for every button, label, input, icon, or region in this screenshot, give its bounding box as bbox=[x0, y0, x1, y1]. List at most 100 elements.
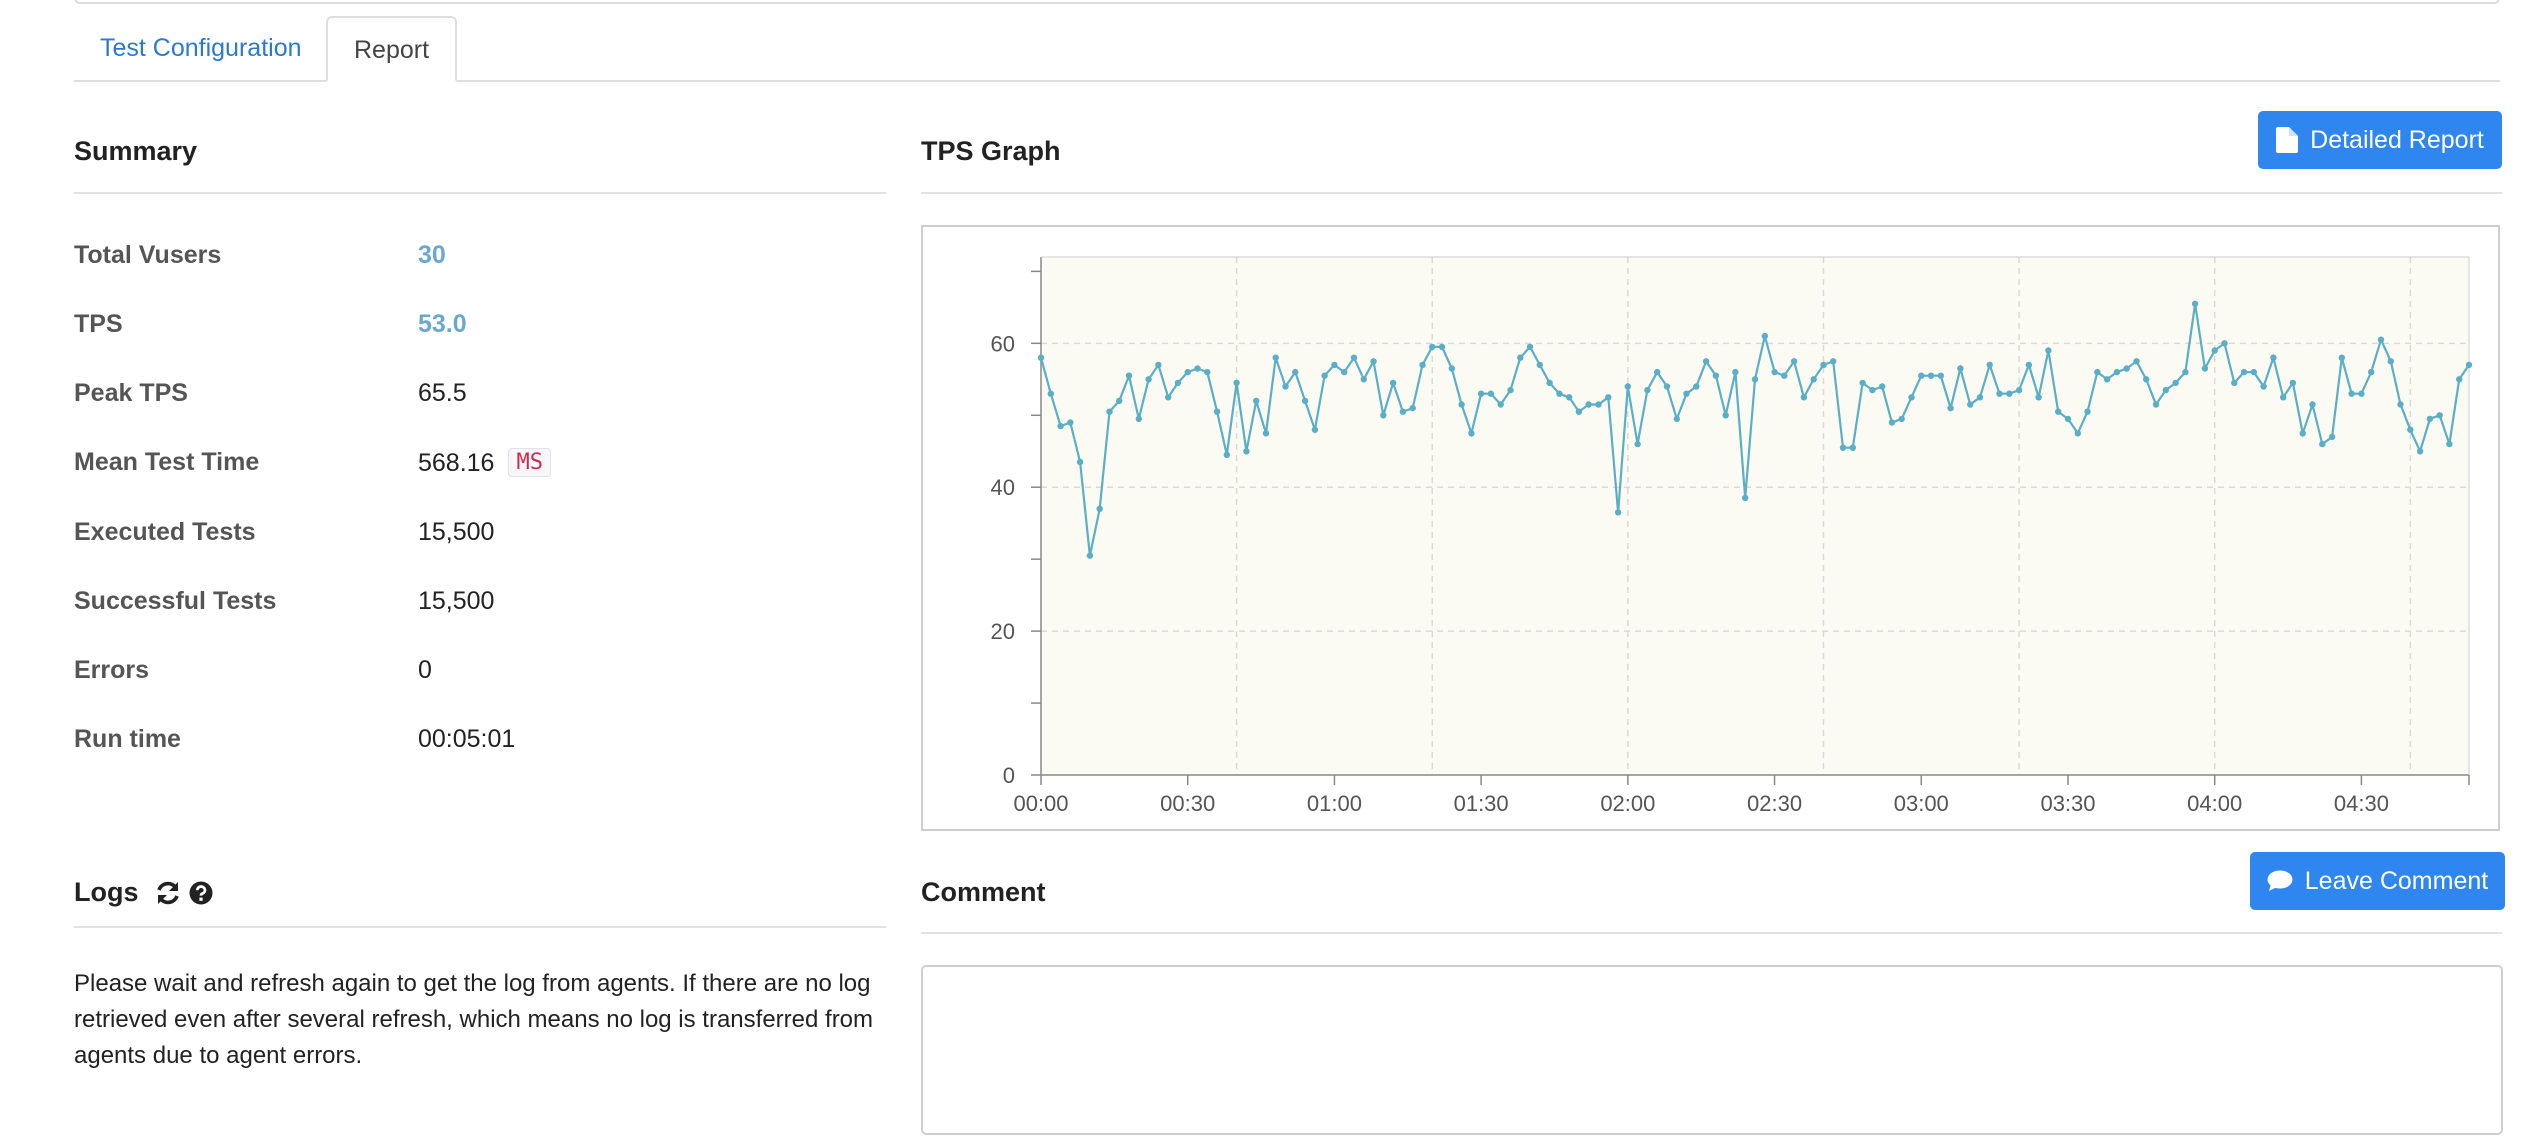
tps-data-point bbox=[1761, 332, 1768, 340]
tps-data-point bbox=[1888, 419, 1896, 426]
tps-data-point bbox=[1213, 408, 1221, 415]
tps-data-point bbox=[2133, 358, 2140, 365]
tps-data-point bbox=[1702, 358, 1710, 365]
tps-data-point bbox=[1869, 386, 1876, 394]
comment-textarea[interactable] bbox=[921, 965, 2503, 1135]
tab-test-configuration[interactable]: Test Configuration bbox=[100, 34, 302, 62]
successful-tests-value: 15,500 bbox=[418, 587, 495, 615]
tps-data-point bbox=[2221, 340, 2228, 347]
summary-label: TPS bbox=[74, 310, 123, 338]
tps-data-point bbox=[1429, 343, 1436, 351]
tps-data-point bbox=[1155, 361, 1162, 369]
tps-data-point bbox=[2191, 300, 2199, 307]
x-tick-label: 02:00 bbox=[1600, 791, 1655, 816]
tps-data-point bbox=[2035, 394, 2042, 401]
tps-data-point bbox=[1927, 372, 1935, 379]
peak-tps-value: 65.5 bbox=[418, 379, 467, 407]
tps-data-point bbox=[1996, 390, 2003, 397]
tps-data-point bbox=[1067, 419, 1074, 426]
tps-data-point bbox=[1468, 430, 1475, 437]
refresh-icon[interactable] bbox=[155, 880, 181, 906]
tps-data-point bbox=[1644, 386, 1651, 394]
tps-value[interactable]: 53.0 bbox=[418, 310, 467, 338]
leave-comment-button[interactable]: Leave Comment bbox=[2250, 852, 2505, 910]
tps-data-point bbox=[1116, 397, 1123, 405]
tps-data-point bbox=[1751, 376, 1759, 383]
tps-data-point bbox=[1781, 372, 1788, 379]
tps-data-point bbox=[2045, 347, 2052, 354]
tps-data-point bbox=[1859, 379, 1866, 387]
tps-data-point bbox=[2260, 383, 2267, 390]
tps-data-point bbox=[2172, 379, 2179, 387]
tps-data-point bbox=[1526, 343, 1534, 351]
tps-chart-svg: 0 20 40 60 00:00 00:30 01:00 01:30 02:00 02:30 03:… bbox=[991, 256, 2473, 816]
tps-data-point bbox=[1204, 368, 1211, 376]
tps-data-point bbox=[2465, 361, 2473, 369]
summary-divider bbox=[74, 192, 886, 194]
tps-data-point bbox=[2338, 354, 2345, 361]
comment-title: Comment bbox=[921, 877, 1046, 907]
tps-data-point bbox=[2456, 376, 2463, 383]
tps-data-point bbox=[1771, 368, 1778, 376]
tps-data-point bbox=[1634, 440, 1641, 448]
tps-data-point bbox=[1135, 415, 1142, 423]
tps-chart: 0 20 40 60 00:00 00:30 01:00 01:30 02:00 02:30 03:… bbox=[921, 225, 2500, 831]
tps-data-point bbox=[1233, 379, 1240, 387]
question-circle-icon[interactable] bbox=[189, 881, 213, 905]
tps-data-point bbox=[1096, 505, 1103, 512]
tps-data-point bbox=[2182, 368, 2189, 376]
tps-data-point bbox=[2055, 408, 2062, 415]
summary-label: Total Vusers bbox=[74, 241, 222, 269]
tps-data-point bbox=[1546, 379, 1553, 387]
tps-data-point bbox=[2025, 361, 2033, 369]
summary-label: Mean Test Time bbox=[74, 448, 260, 476]
tps-data-point bbox=[2211, 347, 2218, 354]
tps-data-point bbox=[1536, 361, 1543, 369]
tps-data-point bbox=[1879, 383, 1886, 390]
mean-test-time-value: 568.16 bbox=[418, 449, 495, 477]
tps-data-point bbox=[1517, 354, 1524, 361]
tps-data-point bbox=[2074, 430, 2081, 437]
tps-data-point bbox=[2426, 415, 2434, 423]
tps-data-point bbox=[2377, 336, 2385, 343]
tps-data-point bbox=[1272, 354, 1279, 361]
mean-test-time-cell: 568.16 MS bbox=[418, 448, 551, 478]
summary-row-total-vusers: Total Vusers 30 bbox=[74, 241, 884, 281]
total-vusers-value[interactable]: 30 bbox=[418, 241, 446, 269]
tps-data-point bbox=[1477, 390, 1485, 397]
tps-data-point bbox=[1683, 390, 1690, 397]
tps-data-point bbox=[1712, 372, 1720, 379]
tps-data-point bbox=[1438, 343, 1446, 351]
tps-data-point bbox=[1693, 383, 1700, 390]
tab-bar: Test Configuration Report bbox=[74, 16, 2500, 82]
tps-data-point bbox=[1967, 401, 1974, 408]
tps-data-point bbox=[2416, 448, 2424, 455]
tps-data-point bbox=[1370, 358, 1377, 365]
logs-title: Logs bbox=[74, 877, 139, 907]
summary-row-run-time: Run time 00:05:01 bbox=[74, 725, 884, 765]
tps-data-point bbox=[2240, 368, 2248, 376]
leave-comment-label: Leave Comment bbox=[2304, 866, 2489, 895]
tps-data-point bbox=[1722, 412, 1729, 419]
tps-data-point bbox=[1106, 408, 1113, 415]
tps-data-point bbox=[1918, 372, 1925, 379]
comment-icon bbox=[2267, 870, 2293, 891]
summary-label: Executed Tests bbox=[74, 518, 256, 546]
x-tick-label: 04:00 bbox=[2187, 791, 2242, 816]
tps-data-point bbox=[1673, 415, 1680, 423]
tps-data-point bbox=[1174, 379, 1182, 387]
tps-data-point bbox=[1663, 383, 1671, 390]
logs-divider bbox=[74, 926, 886, 928]
tps-data-point bbox=[1605, 394, 1612, 401]
tps-data-point bbox=[1380, 412, 1387, 419]
tab-report[interactable]: Report bbox=[326, 16, 458, 82]
tps-data-point bbox=[2270, 354, 2277, 361]
tps-data-point bbox=[2299, 430, 2306, 437]
tps-data-point bbox=[1839, 444, 1847, 451]
tps-data-point bbox=[2201, 365, 2209, 372]
summary-row-mean-test-time: Mean Test Time 568.16 MS bbox=[74, 448, 884, 488]
tps-data-point bbox=[1389, 379, 1397, 387]
detailed-report-button[interactable]: Detailed Report bbox=[2258, 111, 2502, 169]
tps-data-point bbox=[2006, 390, 2013, 397]
tps-data-point bbox=[1184, 368, 1191, 376]
